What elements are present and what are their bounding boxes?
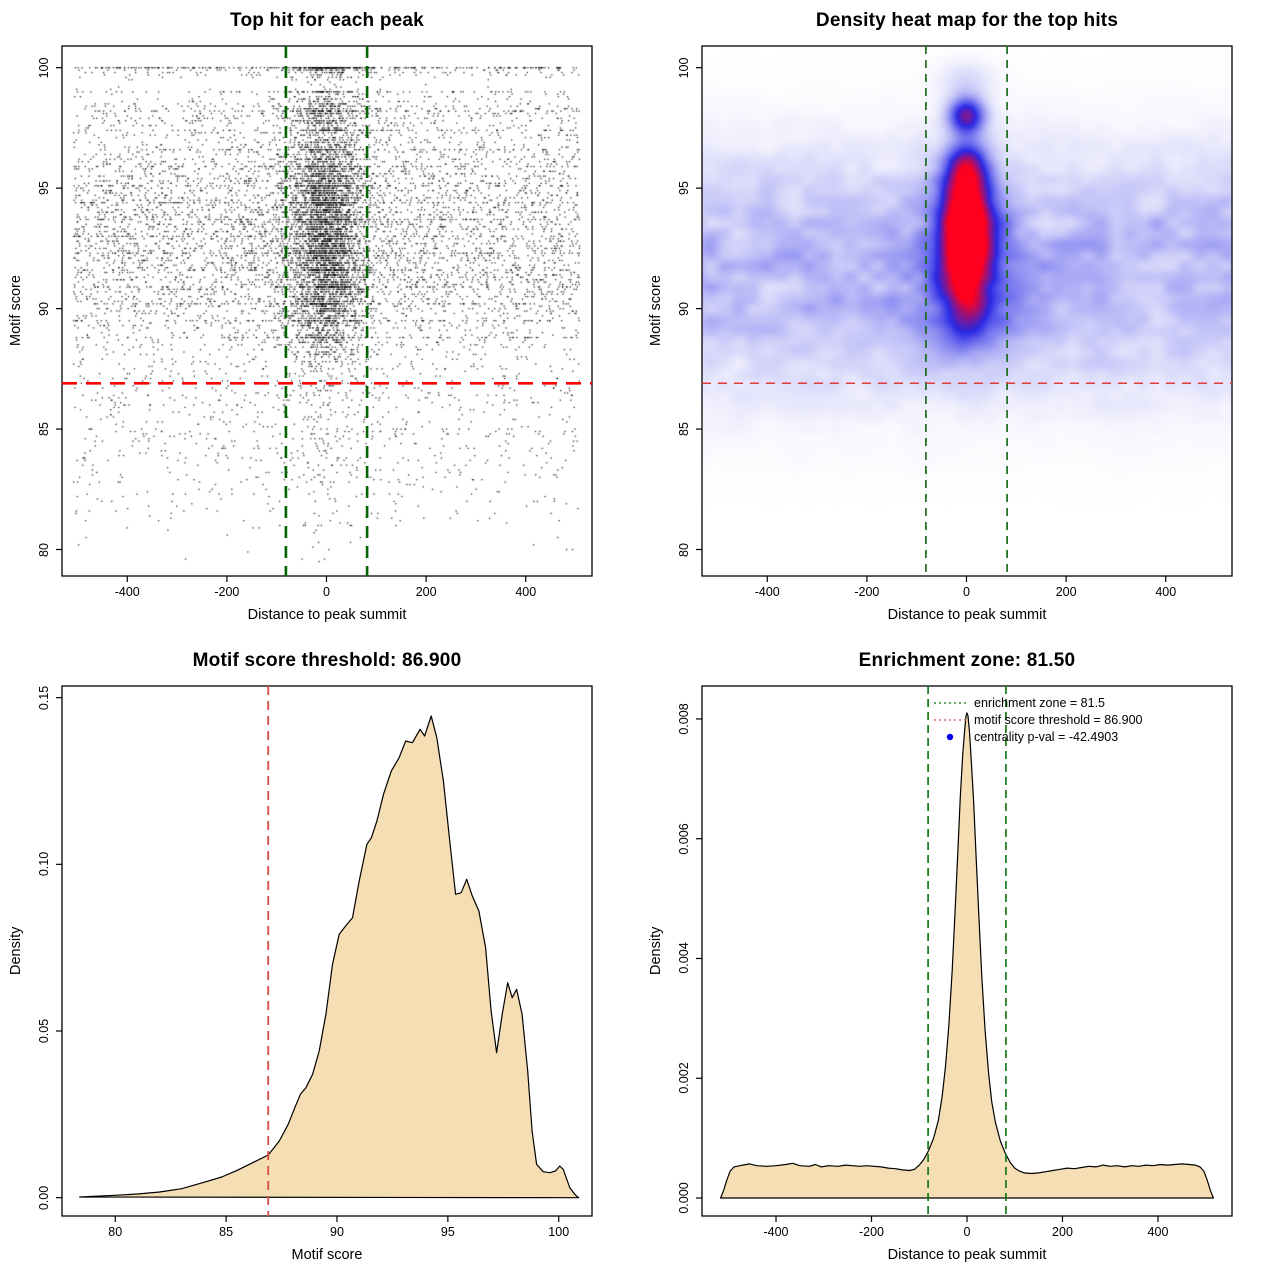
x-tick-label: 100: [548, 1225, 570, 1239]
legend-dot-icon: [946, 733, 954, 740]
plot-frame: [696, 45, 1233, 582]
panel-motif-score-density: Motif score threshold: 86.900 80 85 90 95 10…: [0, 640, 640, 1280]
scatter-points-canvas: [62, 46, 592, 576]
y-axis-label: Motif score: [648, 275, 664, 347]
plot-frame: [56, 45, 593, 582]
x-axis-label: Distance to peak summit: [887, 607, 1047, 623]
y-tick-label: 0.00: [37, 1185, 51, 1210]
x-tick-label: -200: [214, 585, 240, 599]
x-tick-label: 90: [330, 1225, 344, 1239]
plot-title: Motif score threshold: 86.900: [192, 650, 462, 671]
x-tick-label: 200: [415, 585, 437, 599]
y-tick-label: 90: [677, 301, 691, 316]
y-tick-label: 85: [677, 422, 691, 436]
y-axis-label: Motif score: [8, 275, 24, 347]
x-tick-label: 0: [963, 585, 970, 599]
x-axis-label: Motif score: [291, 1247, 363, 1263]
x-tick-label: 400: [1155, 585, 1177, 599]
x-axis-label: Distance to peak summit: [247, 607, 407, 623]
plot-title: Enrichment zone: 81.50: [858, 650, 1076, 671]
x-tick-label: 200: [1055, 585, 1077, 599]
x-tick-label: -400: [754, 585, 780, 599]
x-axis-label: Distance to peak summit: [887, 1247, 1047, 1263]
plot-legend: enrichment zone = 81.5 motif score thresh…: [932, 694, 1143, 745]
x-tick-label: -400: [114, 585, 140, 599]
plot-frame: [56, 685, 593, 1222]
y-tick-label: 0.10: [37, 852, 51, 877]
x-tick-label: 95: [440, 1225, 455, 1239]
x-tick-label: 0: [963, 1225, 971, 1239]
y-tick-label: 80: [37, 542, 51, 557]
y-tick-label: 95: [37, 181, 51, 196]
plot-title: Density heat map for the top hits: [815, 10, 1119, 31]
density-curve: [79, 715, 580, 1199]
y-tick-label: 85: [37, 422, 51, 436]
y-tick-label: 80: [677, 542, 691, 557]
panel-top-hits-scatter: Top hit for each peak -400 -200 0 200 400 80 8…: [0, 0, 640, 640]
y-tick-label: 0.006: [677, 823, 691, 855]
x-tick-label: -200: [858, 1225, 885, 1239]
legend-dotted-line-icon: [934, 718, 966, 721]
y-tick-label: 0.15: [37, 685, 51, 710]
x-tick-label: 400: [1147, 1225, 1169, 1239]
panel-density-heatmap: Density heat map for the top hits -400 -2…: [640, 0, 1280, 640]
x-tick-label: 80: [108, 1225, 123, 1239]
legend-item-1: motif score threshold = 86.900: [932, 711, 1143, 728]
y-axis-label: Density: [8, 926, 24, 976]
y-tick-label: 0.000: [677, 1182, 691, 1214]
x-tick-label: 400: [515, 585, 537, 599]
y-axis-label: Density: [648, 926, 664, 976]
legend-label: motif score threshold = 86.900: [974, 712, 1143, 727]
plot-frame: [696, 685, 1233, 1222]
y-tick-label: 100: [37, 57, 51, 79]
x-tick-label: 85: [219, 1225, 234, 1239]
x-tick-label: -200: [854, 585, 880, 599]
heatmap-canvas: [702, 46, 1232, 576]
plot-title: Top hit for each peak: [230, 10, 424, 31]
y-tick-label: 100: [677, 57, 691, 79]
legend-label: enrichment zone = 81.5: [974, 695, 1105, 710]
y-tick-label: 0.008: [677, 703, 691, 735]
y-tick-label: 95: [677, 181, 691, 196]
y-tick-label: 0.004: [677, 942, 691, 975]
y-tick-label: 0.002: [677, 1062, 691, 1094]
legend-item-0: enrichment zone = 81.5: [932, 694, 1143, 711]
legend-item-2: centrality p-val = -42.4903: [932, 728, 1143, 745]
legend-dotted-line-icon: [934, 701, 966, 704]
panel-summit-density: Enrichment zone: 81.50 -400 -200 0 200 400 0.…: [640, 640, 1280, 1280]
y-tick-label: 0.05: [37, 1018, 51, 1044]
x-tick-label: -400: [763, 1225, 789, 1239]
y-tick-label: 90: [37, 301, 51, 316]
density-curve: [720, 712, 1214, 1199]
x-tick-label: 200: [1052, 1225, 1073, 1239]
x-tick-label: 0: [323, 585, 330, 599]
legend-label: centrality p-val = -42.4903: [974, 729, 1119, 744]
